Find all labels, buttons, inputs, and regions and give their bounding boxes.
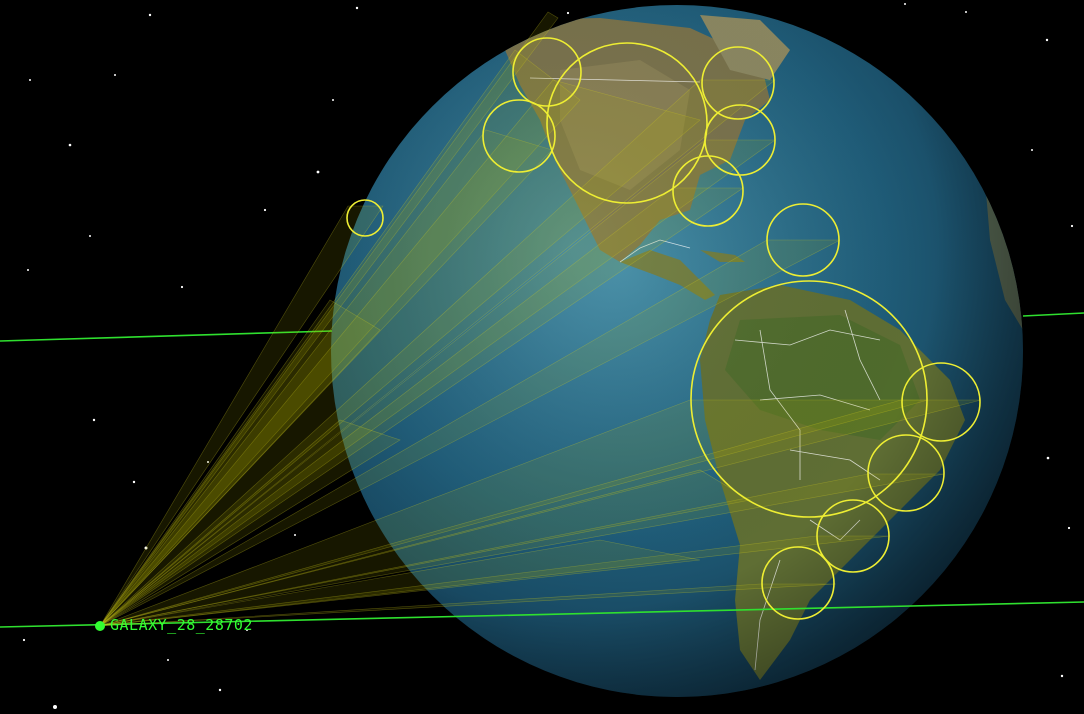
- star-field: [22, 3, 1074, 709]
- coverage-ring: [701, 46, 775, 120]
- coverage-ring: [901, 362, 981, 442]
- coverage-ring: [482, 99, 556, 173]
- coverage-ring: [766, 203, 840, 277]
- satellite-marker[interactable]: [95, 621, 105, 631]
- orbit-track: [0, 312, 1084, 628]
- coverage-ring: [546, 42, 708, 204]
- coverage-ring: [816, 499, 890, 573]
- coverage-ring: [672, 155, 744, 227]
- coverage-ring: [690, 280, 928, 518]
- coverage-ring: [761, 546, 835, 620]
- beam-fan: [99, 11, 982, 627]
- earth-globe[interactable]: [331, 5, 1023, 697]
- coverage-ring: [346, 199, 384, 237]
- coverage-rings: [346, 37, 981, 620]
- coverage-ring: [867, 434, 945, 512]
- coverage-ring: [512, 37, 582, 107]
- satellite-label[interactable]: GALAXY_28_28702: [110, 616, 253, 634]
